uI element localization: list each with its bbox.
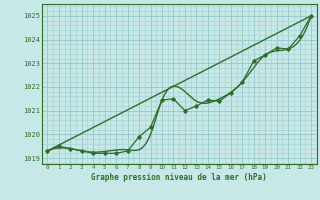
X-axis label: Graphe pression niveau de la mer (hPa): Graphe pression niveau de la mer (hPa) (91, 173, 267, 182)
